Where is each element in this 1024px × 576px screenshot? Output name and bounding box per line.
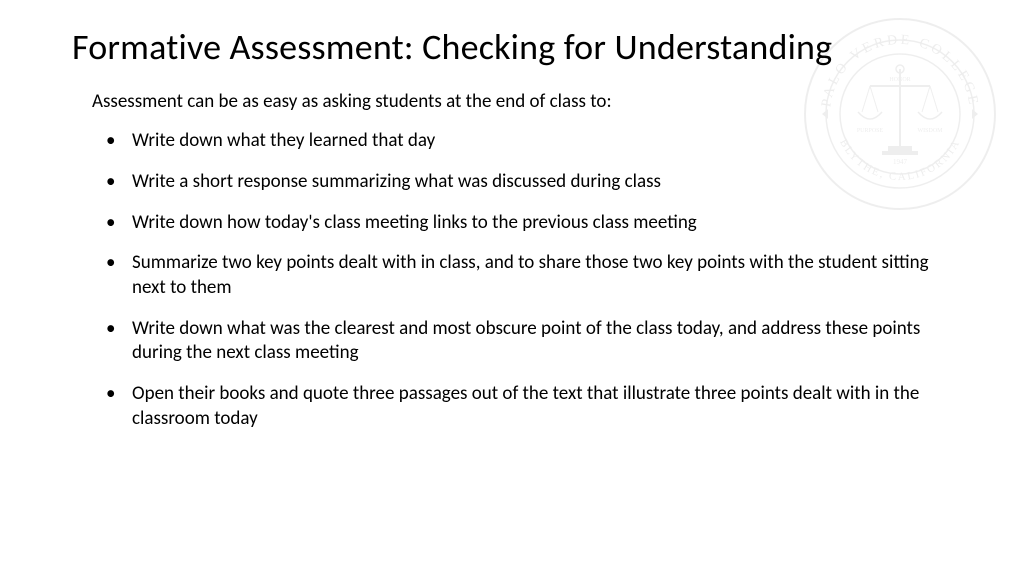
list-item: Write down what they learned that day [92, 129, 952, 154]
list-item: Write a short response summarizing what … [92, 170, 952, 195]
list-item: Write down how today's class meeting lin… [92, 211, 952, 236]
slide: PALO VERDE COLLEGE BLYTHE, CALIFORNIA HO… [0, 0, 1024, 576]
bullet-list: Write down what they learned that day Wr… [92, 129, 952, 431]
list-item: Summarize two key points dealt with in c… [92, 251, 952, 300]
list-item: Open their books and quote three passage… [92, 382, 952, 431]
intro-text: Assessment can be as easy as asking stud… [92, 90, 952, 115]
list-item: Write down what was the clearest and mos… [92, 317, 952, 366]
slide-title: Formative Assessment: Checking for Under… [72, 26, 952, 68]
seal-center-word: HONOR [889, 77, 910, 83]
